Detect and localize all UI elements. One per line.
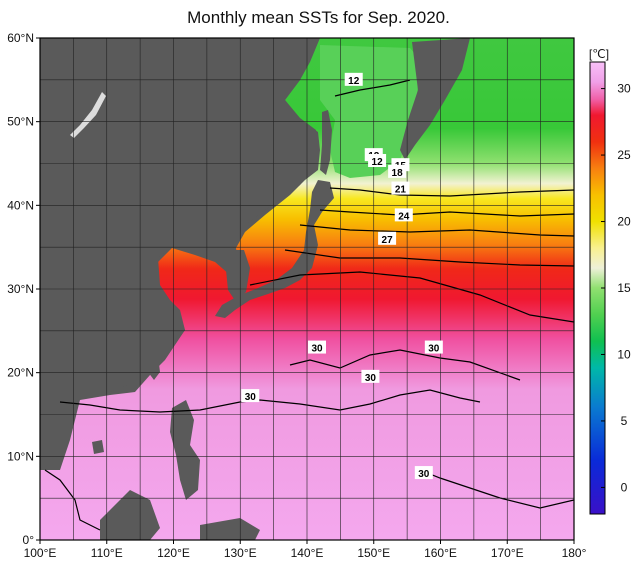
colorbar: [℃] 0 5 10 15 20 25 30 <box>589 47 631 515</box>
philippines-land <box>170 400 200 500</box>
isotherm-lines <box>44 79 574 531</box>
new-guinea-land <box>200 518 260 540</box>
isotherm-30-north <box>289 349 521 381</box>
hainan-land <box>92 440 104 454</box>
borneo-land <box>100 490 160 540</box>
longitude-axis: 100°E 110°E 120°E 130°E 140°E 150°E 160°E 170°E… <box>24 540 587 560</box>
isotherm-21 <box>299 224 574 237</box>
isotherm-label-bg <box>388 164 407 178</box>
lat-tick-label: 60°N <box>7 31 34 45</box>
colorbar-tick-label: 15 <box>617 281 631 295</box>
lon-tick-label: 100°E <box>24 546 57 560</box>
isotherm-27 <box>249 271 574 323</box>
isotherm-label-bg <box>368 153 387 167</box>
isotherm-15 <box>329 187 574 197</box>
lon-tick-label: 120°E <box>157 546 190 560</box>
colorbar-tick-label: 20 <box>617 215 631 229</box>
map-plot-area <box>40 38 574 540</box>
colorbar-tick-label: 30 <box>617 82 631 96</box>
kamchatka-land <box>400 38 470 160</box>
isotherm-label: 30 <box>311 344 323 355</box>
lat-tick-label: 30°N <box>7 282 34 296</box>
lat-tick-label: 10°N <box>7 449 34 463</box>
isotherm-label-bg <box>241 389 260 403</box>
lon-tick-label: 130°E <box>224 546 257 560</box>
taiwan-land <box>148 356 160 380</box>
latitude-axis: 0° 10°N 20°N 30°N 40°N 50°N 60°N <box>7 31 40 547</box>
lon-tick-label: 150°E <box>357 546 390 560</box>
isotherm-label: 30 <box>418 469 430 480</box>
isotherm-label-bg <box>344 72 363 86</box>
isotherm-label: 30 <box>245 392 257 403</box>
lon-tick-label: 170°E <box>491 546 524 560</box>
isotherm-labels: 12121215182124273030303030 <box>241 72 443 480</box>
lon-tick-label: 140°E <box>291 546 324 560</box>
colorbar-tick-label: 10 <box>617 347 631 361</box>
isotherm-24 <box>284 249 574 267</box>
lon-tick-label: 160°E <box>424 546 457 560</box>
japan-land <box>215 180 334 318</box>
lat-tick-label: 40°N <box>7 198 34 212</box>
isotherm-label-bg <box>414 466 433 480</box>
isotherm-label: 21 <box>395 185 407 196</box>
isotherm-label-bg <box>391 181 410 195</box>
isotherm-18 <box>319 209 574 217</box>
colorbar-tick-label: 5 <box>621 414 628 428</box>
lat-tick-label: 20°N <box>7 366 34 380</box>
isotherm-label: 30 <box>365 373 377 384</box>
colorbar-tick-label: 0 <box>621 480 628 494</box>
isotherm-label: 12 <box>372 157 384 168</box>
isotherm-label-bg <box>308 340 327 354</box>
lat-tick-label: 0° <box>23 533 35 547</box>
colorbar-tick-label: 25 <box>617 148 631 162</box>
isotherm-label: 27 <box>382 235 394 246</box>
isotherm-30-equator <box>419 469 574 509</box>
isotherm-label: 24 <box>398 211 410 222</box>
isotherm-30-coast <box>44 469 101 531</box>
sakhalin-land <box>320 110 332 175</box>
colorbar-unit: [℃] <box>589 47 609 61</box>
isotherm-label: 30 <box>428 344 440 355</box>
asia-land <box>40 38 320 470</box>
isotherm-label: 18 <box>392 168 404 179</box>
isotherm-label: 12 <box>348 76 360 87</box>
isotherm-label-bg <box>378 231 397 245</box>
isotherm-30-south <box>59 389 481 413</box>
lon-tick-label: 180° <box>562 546 587 560</box>
map-title: Monthly mean SSTs for Sep. 2020. <box>187 8 450 27</box>
isotherm-label-bg <box>394 208 413 222</box>
lat-tick-label: 50°N <box>7 115 34 129</box>
lon-tick-label: 110°E <box>91 546 123 560</box>
isotherm-12 <box>334 79 411 97</box>
isotherm-label-bg <box>424 340 443 354</box>
colorbar-ticks: 0 5 10 15 20 25 30 <box>601 82 631 494</box>
lake-baikal <box>70 92 106 138</box>
isotherm-label-bg <box>361 369 380 383</box>
lat-lon-grid <box>40 38 574 540</box>
